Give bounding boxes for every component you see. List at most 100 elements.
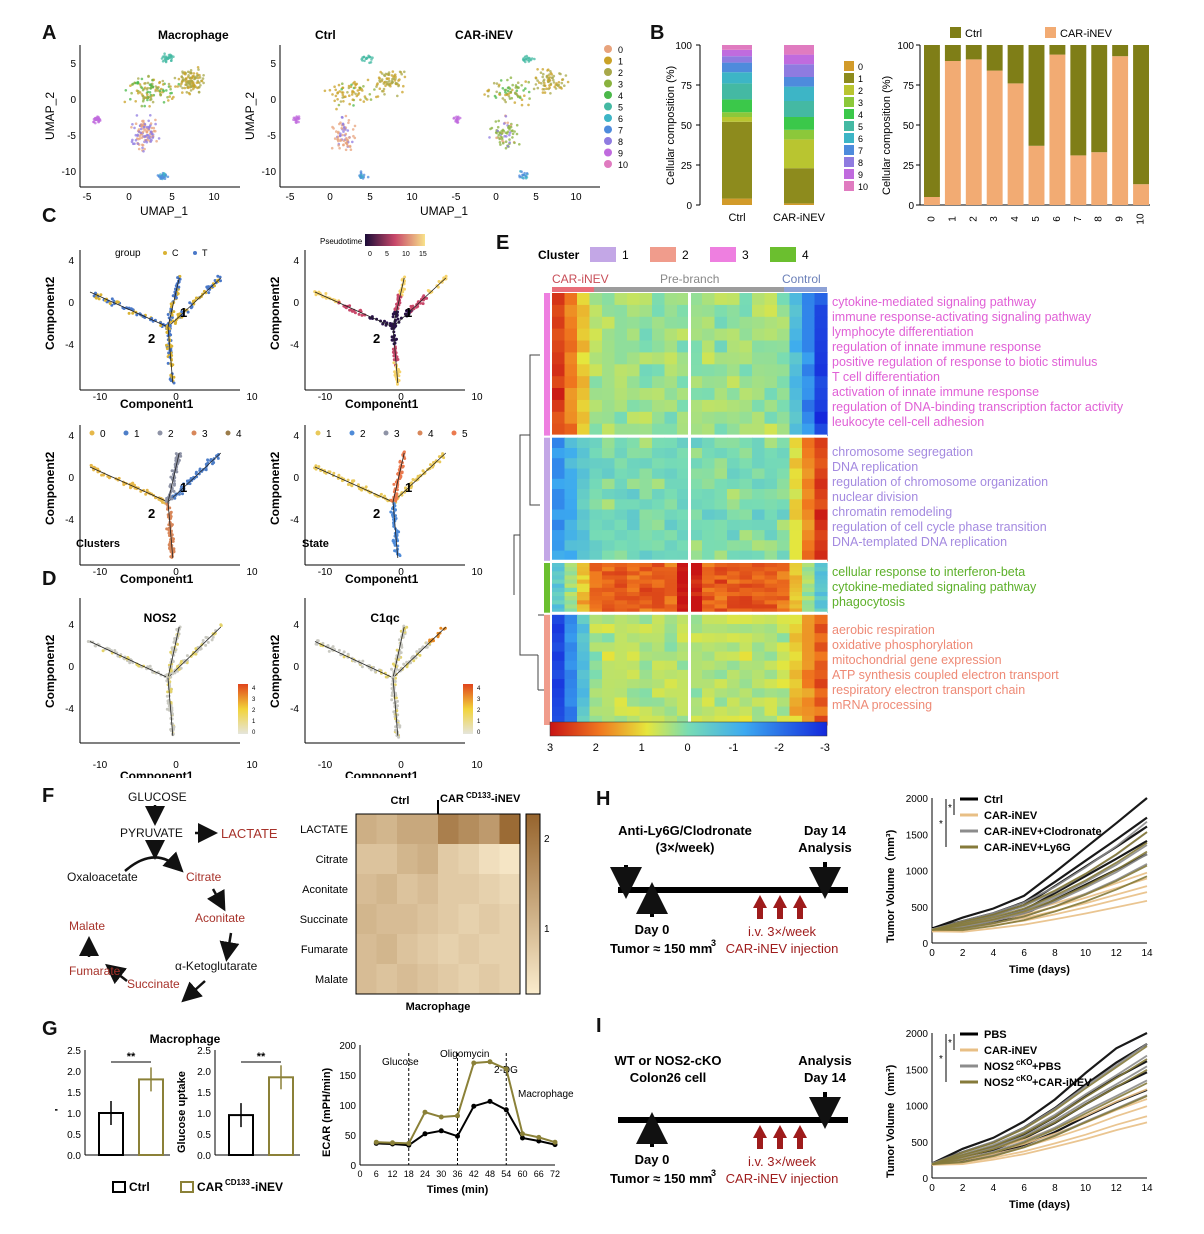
traj0-branch-line (167, 277, 222, 328)
heatmap-cell (802, 458, 816, 469)
heatmap-cell (652, 316, 666, 330)
go-term: mRNA processing (832, 698, 933, 712)
umap-point (510, 129, 513, 133)
heatmap-cell (577, 448, 591, 459)
growth-sig: * (939, 1054, 943, 1065)
heatmap-cell (627, 509, 641, 521)
traj1-cell (396, 382, 399, 386)
heatmap-cell (627, 642, 641, 653)
umap-point (134, 138, 138, 142)
heatmap-cell (564, 651, 578, 662)
traj1-cell (391, 325, 395, 329)
heatmap-cell (552, 567, 566, 572)
umap-point (359, 98, 362, 102)
heatmap-cell (589, 388, 603, 401)
heatmap-cell (752, 530, 766, 541)
go-term: leukocyte cell-cell adhesion (832, 415, 985, 429)
heatmap-cell (664, 352, 678, 365)
heatmap-cell (677, 489, 691, 500)
heatmap-cell (577, 316, 591, 330)
heatmap-cell (739, 540, 753, 552)
heatmap-cell (814, 614, 828, 625)
heatmap-cell (589, 688, 603, 698)
ecar-point (455, 1113, 460, 1119)
umap-point (390, 79, 394, 83)
b2-xtick: 8 (1094, 216, 1105, 222)
heatmap-cell (752, 669, 766, 680)
cluster-legend-dot (89, 430, 95, 436)
heatmap-cell (639, 592, 653, 597)
umap1-xlabel: UMAP_1 (140, 204, 188, 218)
heatmap-cell (577, 587, 591, 593)
umap-point (528, 97, 531, 100)
b1-legend-label: 8 (858, 158, 863, 168)
heatmap-cell (702, 614, 716, 625)
umap1-xtick: 5 (169, 192, 175, 203)
umap-legend-dot (604, 79, 612, 88)
traj2-cell (206, 458, 210, 462)
heat-cell (376, 844, 398, 875)
heatmap-cell (627, 715, 641, 726)
heatmap-cell (802, 688, 816, 698)
ecar-point (390, 1140, 395, 1146)
umap-point (141, 130, 145, 134)
heatmap-cell (764, 571, 778, 576)
umap-legend-label: 2 (618, 68, 623, 78)
heat-row-label: Aconitate (302, 884, 348, 896)
ecar-point (422, 1131, 428, 1137)
umap-point (187, 74, 190, 77)
heatmap-cell (714, 688, 728, 698)
expr-scale-tick: 1 (252, 719, 256, 725)
cluster-swatch-label: 2 (682, 248, 689, 262)
umap-point (518, 143, 521, 146)
umap-point (123, 100, 127, 104)
expr1-branch-line (314, 641, 394, 679)
b2-xtick: 3 (989, 216, 1000, 222)
ecar-point (455, 1133, 460, 1139)
umap-point (136, 133, 140, 137)
heat-cell (397, 904, 418, 935)
umap-point (339, 132, 342, 135)
heatmap-cell (777, 688, 791, 698)
umap-legend-label: 9 (618, 149, 623, 159)
heatmap-cell (677, 579, 691, 585)
traj1-cell (383, 319, 386, 323)
umap-point (145, 96, 149, 99)
umap-point (511, 88, 514, 92)
heatmap-cell (614, 388, 628, 401)
heatmap-cell (752, 519, 766, 531)
heatmap-cell (614, 624, 628, 634)
traj-xtick: -10 (318, 392, 333, 403)
growth-series-line (931, 1032, 1148, 1165)
heatmap-cell (789, 509, 803, 521)
heatmap-cell (727, 583, 741, 589)
expr1-cell (397, 638, 401, 642)
umap-point (337, 103, 341, 107)
umap2-xtick: -5 (286, 192, 295, 203)
heatmap-cell (752, 499, 766, 511)
umap-point (558, 86, 561, 89)
umap-point (144, 82, 147, 85)
ecar-xtick: 12 (387, 1169, 397, 1179)
heatmap-cell (752, 571, 766, 576)
umap1-xtick: -5 (83, 192, 92, 203)
state-legend-dot (349, 430, 355, 436)
heatmap-cell (777, 575, 791, 580)
growth-xtick: 8 (1052, 1183, 1058, 1194)
expr0-cell (177, 668, 181, 671)
heatmap-cell (589, 624, 603, 634)
heatmap-cell (739, 660, 753, 671)
heatmap-cell (702, 596, 716, 601)
heatmap-cell (589, 679, 603, 689)
heatmap-cell (677, 575, 691, 580)
heatmap-cell (727, 563, 741, 568)
umap-point (333, 85, 336, 88)
heatmap-cell (689, 293, 703, 306)
umap-point (549, 92, 552, 95)
heatmap-cell (652, 679, 666, 689)
traj1-cell (352, 309, 356, 313)
heatmap-cell (664, 706, 678, 717)
b2-ytick: 75 (903, 81, 915, 92)
b2-xtick: 10 (1136, 213, 1147, 225)
